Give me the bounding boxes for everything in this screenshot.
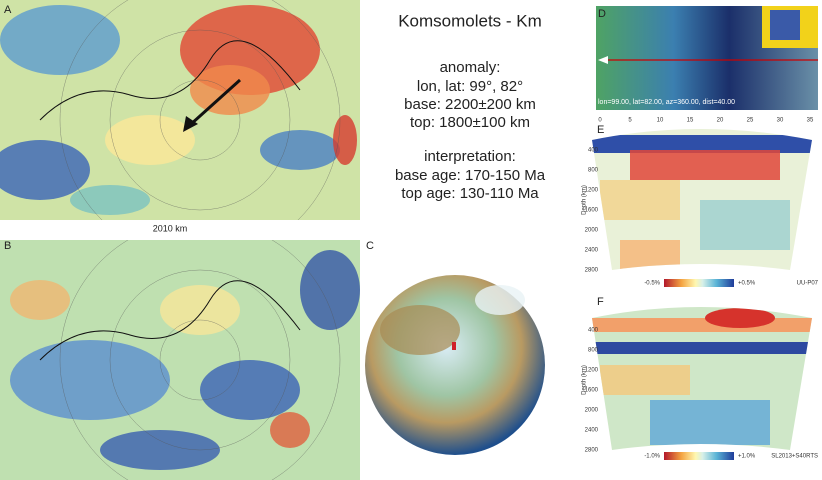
section-f-axes: 400 800 1200 1600 2000 2400 2800 Depth (km) -1.0… <box>582 328 818 460</box>
section-e-axes: 400 800 1200 1600 2000 2400 2800 Depth (km) 0 5 10… <box>582 118 819 287</box>
distance-tick-label: 20 <box>717 118 724 124</box>
shape <box>260 130 340 170</box>
panel-label: D <box>598 8 606 20</box>
panel-label: F <box>597 296 604 308</box>
color-scale <box>664 279 734 287</box>
distance-tick-label: 5 <box>628 118 632 124</box>
shape <box>159 319 241 401</box>
section-f <box>592 307 812 450</box>
shape <box>200 360 300 420</box>
scale-min: -0.5% <box>644 281 660 287</box>
shape <box>109 269 291 451</box>
distance-tick-label: 10 <box>657 118 664 124</box>
panel-label: C <box>366 240 374 252</box>
shape <box>109 29 291 211</box>
shape <box>10 280 70 320</box>
continent <box>380 305 460 355</box>
shape <box>630 150 780 180</box>
section-e <box>592 129 812 270</box>
shape <box>59 240 341 480</box>
shape <box>333 115 357 165</box>
shape <box>0 5 120 75</box>
location-marker <box>452 342 456 350</box>
depth-tick-label: 800 <box>588 348 599 354</box>
shape <box>700 200 790 250</box>
inset-ocean <box>770 10 800 40</box>
info-line: base age: 170-150 Ma <box>395 167 546 184</box>
shape <box>650 400 770 445</box>
shape <box>300 250 360 330</box>
shape <box>159 79 241 161</box>
panel-label: B <box>4 240 11 252</box>
shape <box>59 0 341 220</box>
info-line: base: 2200±200 km <box>404 96 536 113</box>
model-name: SL2013+S40RTS <box>771 454 818 460</box>
distance-tick-label: 25 <box>747 118 754 124</box>
depth-axis-label: Depth (km) <box>582 185 588 215</box>
scale-max: +1.0% <box>738 454 756 460</box>
title: Komsomolets - Km <box>398 11 542 30</box>
depth-tick-label: 800 <box>588 168 599 174</box>
depth-tick-label: 1200 <box>585 188 599 194</box>
color-scale <box>664 452 734 460</box>
depth-tick-label: 1600 <box>585 388 599 394</box>
profile-arrow <box>598 56 608 64</box>
shape <box>188 78 242 127</box>
shape <box>10 340 170 420</box>
shape <box>705 308 775 328</box>
model-name: UU-P07 <box>797 281 819 287</box>
depth-label: 2010 km <box>153 223 188 233</box>
map-a <box>0 0 360 220</box>
shape <box>100 430 220 470</box>
text-block: anomaly: lon, lat: 99°, 82°base: 2200±200… <box>395 59 546 202</box>
shape <box>600 180 680 220</box>
depth-tick-label: 2400 <box>585 248 599 254</box>
shape <box>0 140 90 200</box>
map-b <box>0 240 360 480</box>
heading: interpretation: <box>424 148 516 165</box>
heading: anomaly: <box>440 59 501 76</box>
info-line: lon, lat: 99°, 82° <box>417 78 523 95</box>
depth-tick-label: 400 <box>588 328 599 334</box>
info-line: top age: 130-110 Ma <box>401 185 539 202</box>
distance-tick-label: 30 <box>777 118 784 124</box>
distance-tick-label: 0 <box>598 118 602 124</box>
shape <box>39 40 301 121</box>
shape <box>600 365 690 395</box>
shape <box>592 342 812 354</box>
panel-label: A <box>4 4 12 16</box>
profile-caption: lon=99.00, lat=82.00, az=360.00, dist=40… <box>598 99 735 106</box>
shape <box>59 240 341 480</box>
depth-axis-label: Depth (km) <box>582 365 588 395</box>
depth-tick-label: 1200 <box>585 368 599 374</box>
depth-tick-label: 2800 <box>585 268 599 274</box>
depth-tick-label: 400 <box>588 148 599 154</box>
scale-min: -1.0% <box>644 454 660 460</box>
ice <box>475 285 525 315</box>
depth-tick-label: 2400 <box>585 428 599 434</box>
distance-tick-label: 35 <box>807 118 814 124</box>
info-line: top: 1800±100 km <box>410 114 530 131</box>
depth-tick-label: 2800 <box>585 448 599 454</box>
shape <box>620 240 680 270</box>
shape <box>160 285 240 335</box>
depth-tick-label: 2000 <box>585 408 599 414</box>
shape <box>105 115 195 165</box>
shape <box>59 0 341 220</box>
shape <box>183 116 198 132</box>
depth-tick-label: 2000 <box>585 228 599 234</box>
shape <box>270 412 310 448</box>
depth-tick-label: 1600 <box>585 208 599 214</box>
distance-tick-label: 15 <box>687 118 694 124</box>
panel-label: E <box>597 124 604 136</box>
shape <box>70 185 150 215</box>
shape <box>592 318 812 332</box>
scale-max: +0.5% <box>738 281 756 287</box>
shape <box>39 280 301 361</box>
shape <box>592 135 812 153</box>
